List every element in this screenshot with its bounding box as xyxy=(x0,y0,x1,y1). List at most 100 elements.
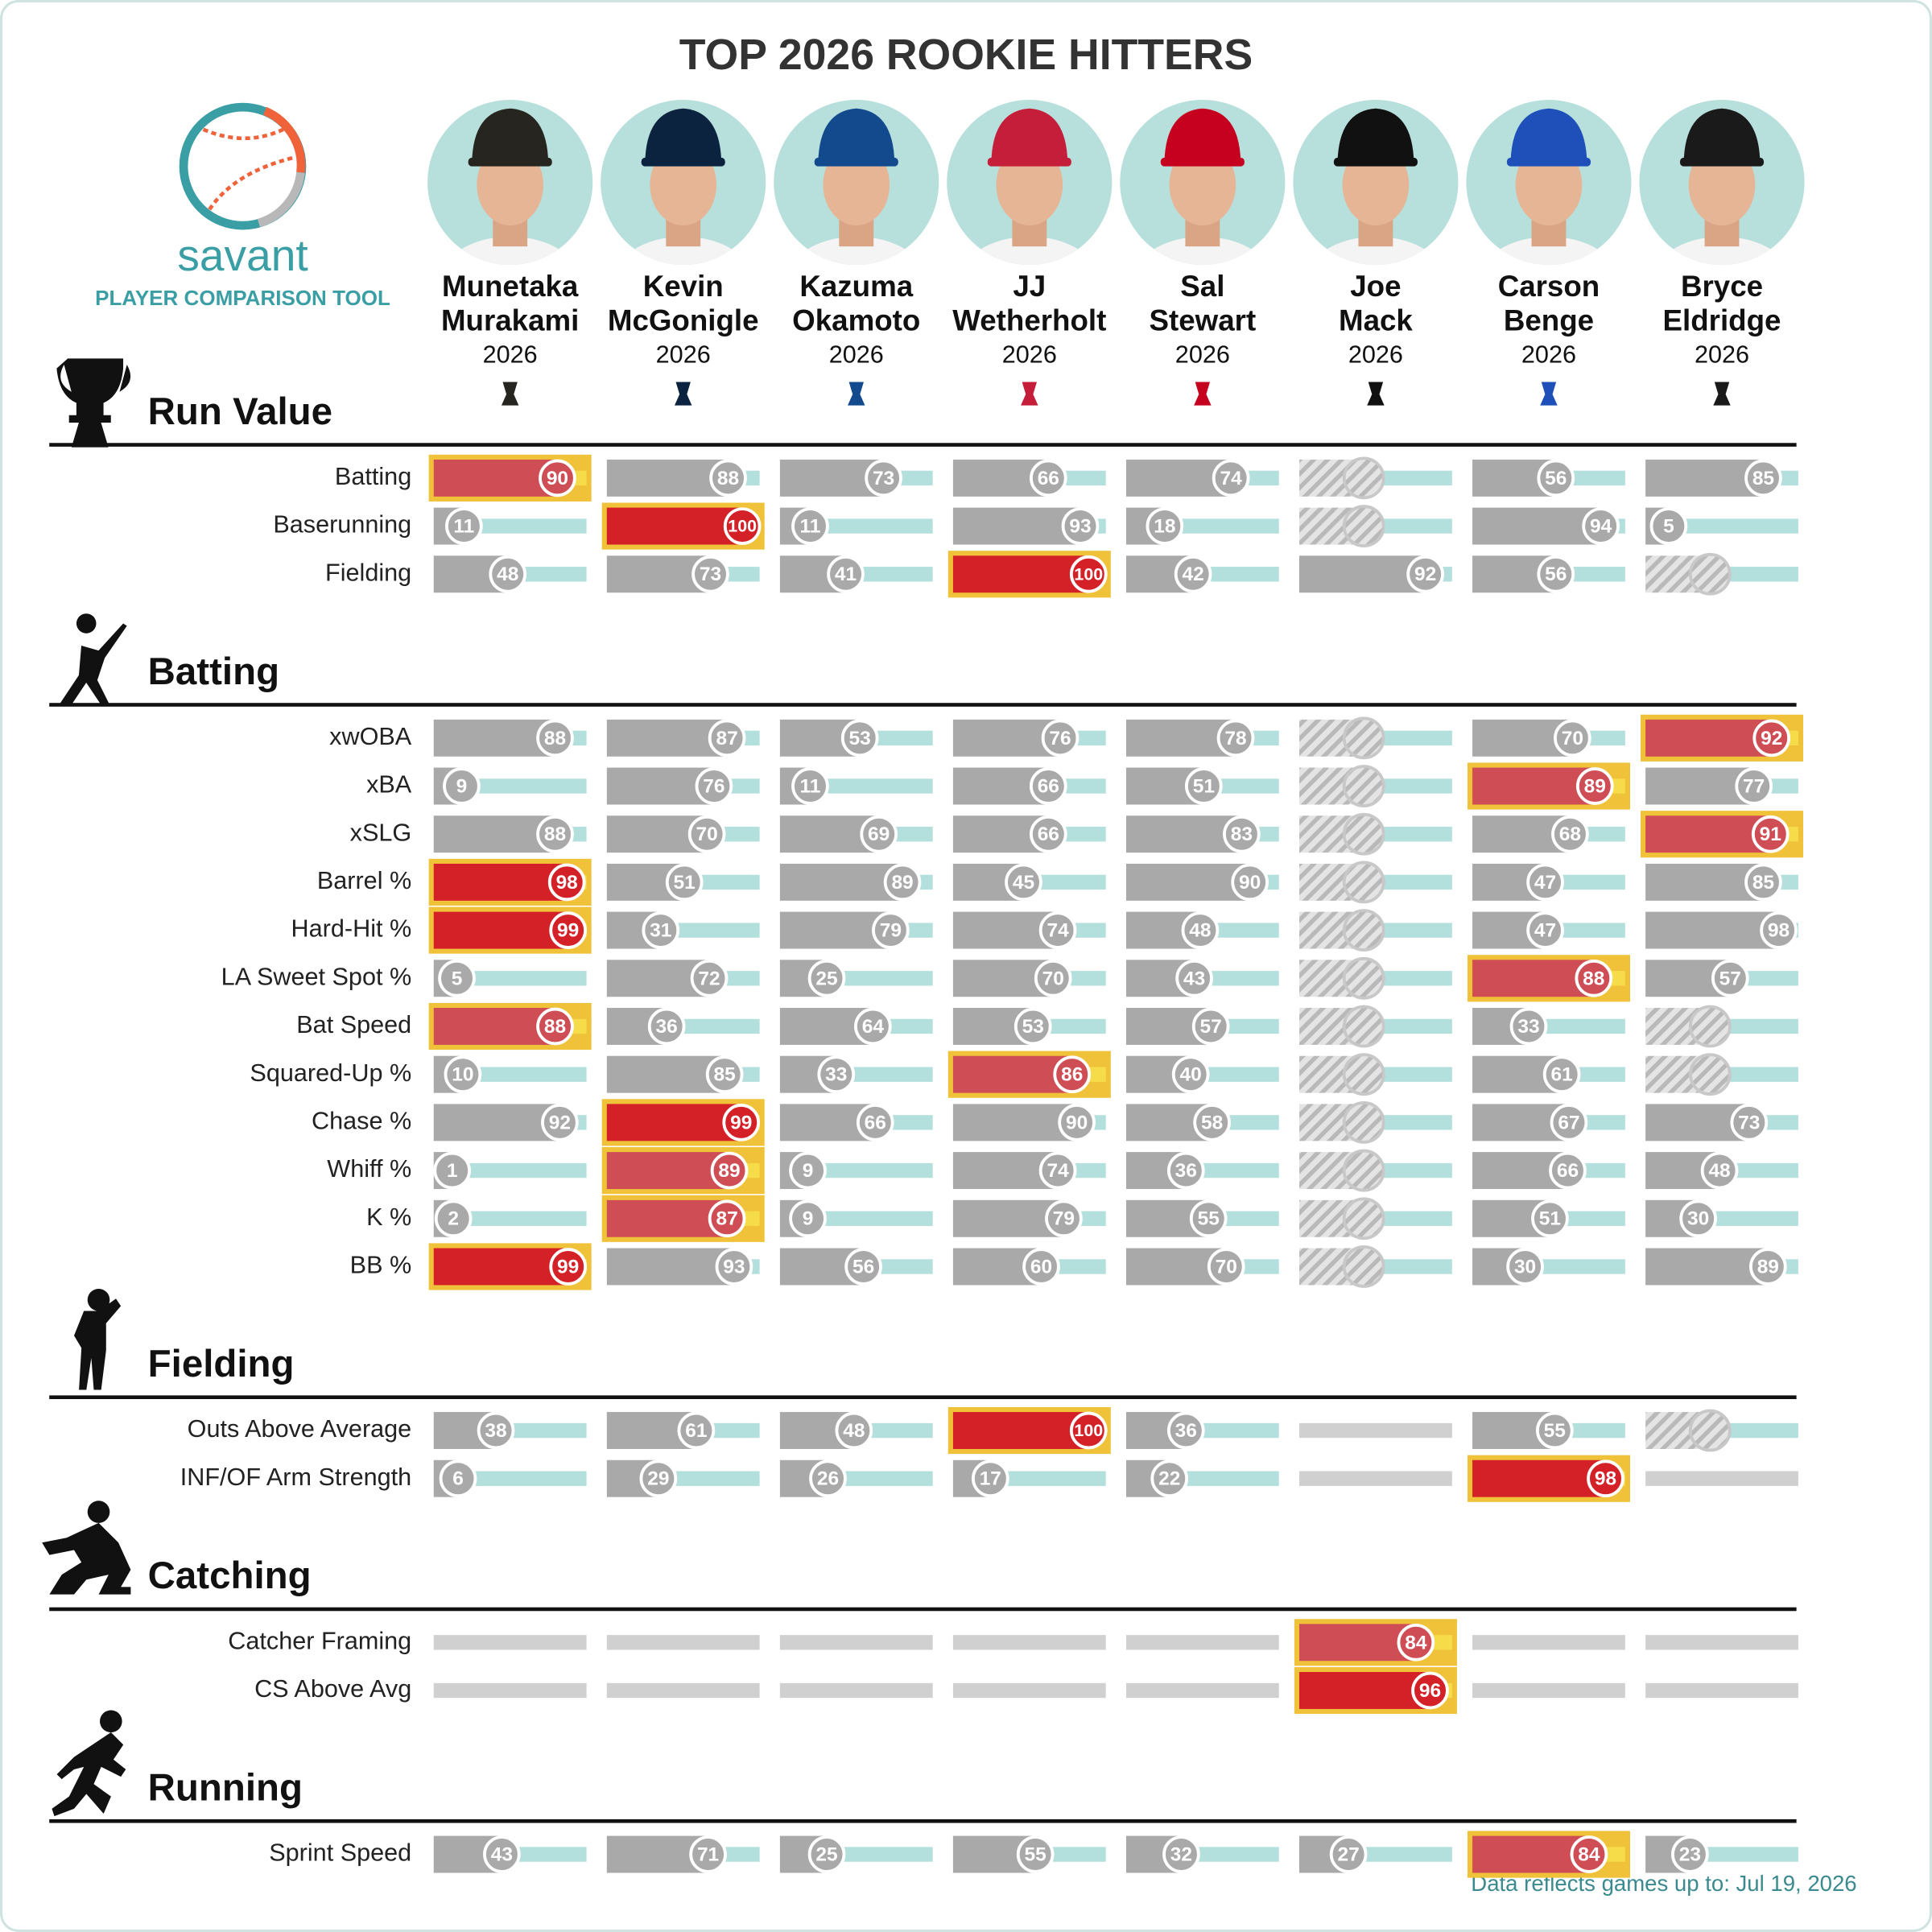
no-data-badge xyxy=(1342,1197,1385,1241)
percentile-value: 51 xyxy=(1193,776,1215,798)
percentile-badge xyxy=(708,719,746,758)
team-logo xyxy=(1367,382,1385,406)
percentile-value: 86 xyxy=(1061,1064,1083,1086)
percentile-value: 85 xyxy=(714,1064,736,1086)
track xyxy=(1194,971,1279,986)
percentile-badge xyxy=(789,1199,827,1238)
track xyxy=(990,1471,1106,1486)
percentile-badge xyxy=(705,1055,744,1094)
percentile-badge xyxy=(1526,911,1564,949)
title: TOP 2026 ROOKIE HITTERS xyxy=(679,31,1253,79)
percentile-value: 32 xyxy=(1170,1844,1192,1866)
percentile-bar xyxy=(1299,1624,1416,1662)
percentile-value: 55 xyxy=(1198,1208,1220,1230)
percentile-badge xyxy=(789,1151,827,1190)
team-logo xyxy=(848,382,865,406)
section-rule xyxy=(49,443,1797,447)
percentile-bar xyxy=(1645,459,1764,497)
percentile-bar xyxy=(1472,767,1596,805)
percentile-badge xyxy=(1711,959,1749,997)
percentile-badge xyxy=(433,1151,472,1190)
percentile-bar xyxy=(1472,507,1601,545)
percentile-value: 38 xyxy=(485,1420,506,1442)
team-logo xyxy=(1021,382,1038,406)
cap xyxy=(1337,108,1414,163)
cap xyxy=(818,108,895,163)
percentile-badge xyxy=(665,863,704,902)
section-rule xyxy=(49,1818,1797,1823)
percentile-value: 89 xyxy=(1757,1256,1779,1278)
percentile-value: 73 xyxy=(1738,1112,1760,1133)
percentile-value: 56 xyxy=(852,1256,874,1278)
percentile-badge xyxy=(1029,767,1067,805)
percentile-value: 68 xyxy=(1559,824,1581,845)
percentile-badge xyxy=(1506,1248,1544,1286)
percentile-badge xyxy=(642,911,680,949)
percentile-value: 2 xyxy=(448,1208,459,1230)
percentile-badge xyxy=(715,1248,753,1286)
percentile-value: 92 xyxy=(1414,564,1436,585)
percentile-badge xyxy=(677,1411,716,1450)
percentile-badge xyxy=(1005,863,1042,902)
percentile-bar xyxy=(433,1104,560,1141)
percentile-badge xyxy=(695,767,733,805)
percentile-badge xyxy=(840,719,879,758)
track xyxy=(836,1067,933,1082)
percentile-badge xyxy=(1537,555,1575,593)
percentile-badge xyxy=(809,1459,847,1498)
percentile-bar xyxy=(606,719,728,757)
player-last-name: Eldridge xyxy=(1663,304,1781,337)
percentile-value: 92 xyxy=(1761,728,1782,749)
track xyxy=(462,1067,587,1082)
percentile-bar xyxy=(952,1412,1089,1449)
percentile-bar xyxy=(606,1104,741,1141)
percentile-badge xyxy=(1061,507,1100,545)
track xyxy=(827,1847,933,1862)
percentile-value: 56 xyxy=(1545,564,1567,585)
not-applicable-bar xyxy=(1299,1471,1452,1486)
cap-brim xyxy=(1333,157,1418,167)
metric-label: Hard-Hit % xyxy=(291,915,412,943)
track xyxy=(456,971,587,986)
percentile-badge xyxy=(710,1151,749,1190)
section-icon xyxy=(59,613,127,705)
percentile-bar xyxy=(606,459,729,497)
percentile-badge xyxy=(1053,1055,1092,1094)
track xyxy=(1719,1162,1798,1179)
percentile-value: 57 xyxy=(1200,1016,1222,1038)
track xyxy=(1348,1847,1452,1862)
percentile-bar xyxy=(433,1248,568,1286)
metric-label: Batting xyxy=(335,463,411,490)
player-year: 2026 xyxy=(483,341,538,368)
percentile-value: 98 xyxy=(556,872,578,894)
percentile-value: 55 xyxy=(1025,1844,1046,1866)
percentile-value: 56 xyxy=(1545,468,1567,489)
section-icon xyxy=(56,358,131,448)
not-applicable-bar xyxy=(1299,1422,1452,1439)
no-data-badge xyxy=(1342,1053,1385,1096)
percentile-badge xyxy=(807,959,846,997)
no-data-badge xyxy=(1342,861,1385,904)
percentile-value: 77 xyxy=(1743,776,1765,798)
player-year: 2026 xyxy=(1002,341,1057,368)
percentile-value: 88 xyxy=(1583,968,1604,989)
percentile-value: 70 xyxy=(1042,968,1064,989)
track xyxy=(1528,1018,1625,1034)
percentile-value: 57 xyxy=(1719,968,1741,989)
percentile-badge xyxy=(439,1459,477,1498)
percentile-badge xyxy=(549,911,588,949)
percentile-value: 53 xyxy=(849,728,871,749)
percentile-value: 73 xyxy=(700,564,721,585)
percentile-badge xyxy=(1216,719,1255,758)
track xyxy=(1545,874,1625,890)
metric-label: INF/OF Arm Strength xyxy=(180,1463,411,1491)
cap-brim xyxy=(987,157,1071,167)
percentile-badge xyxy=(1038,1151,1077,1190)
cap-brim xyxy=(1160,157,1245,167)
percentile-value: 88 xyxy=(717,468,739,489)
percentile-badge xyxy=(1700,1151,1739,1190)
percentile-value: 33 xyxy=(1517,1016,1539,1038)
percentile-badge xyxy=(807,1835,846,1873)
percentile-value: 29 xyxy=(647,1468,669,1490)
